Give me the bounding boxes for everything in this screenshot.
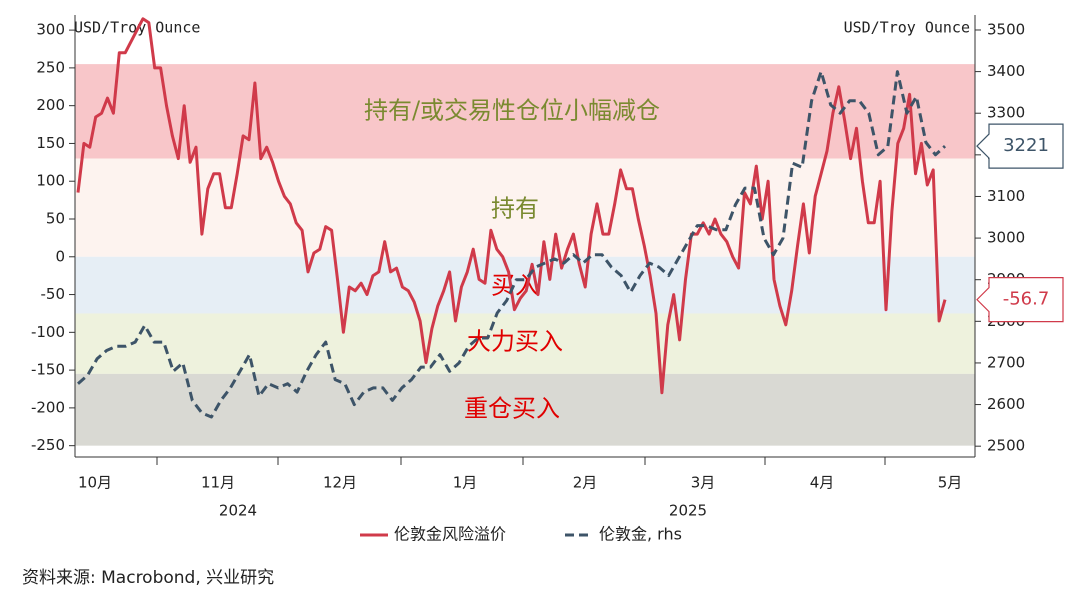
x-tick-label: 4月: [810, 474, 835, 492]
y-tick-label: 150: [36, 134, 65, 152]
y-tick-label: -100: [31, 323, 65, 341]
y-tick-label: 50: [46, 210, 65, 228]
y2-tick-label: 2700: [987, 353, 1025, 371]
legend-label: 伦敦金风险溢价: [394, 525, 506, 544]
y-tick-label: 200: [36, 96, 65, 114]
y2-tick-label: 3400: [987, 62, 1025, 80]
y-tick-label: -200: [31, 398, 65, 416]
y2-tick-label: 2600: [987, 395, 1025, 413]
band: [75, 313, 975, 374]
x-tick-label: 10月: [78, 474, 112, 492]
legend-label: 伦敦金, rhs: [599, 525, 682, 544]
callout-box: [976, 123, 1064, 169]
callout-label: -56.7: [1003, 289, 1050, 310]
band-label: 重仓买入: [464, 395, 560, 423]
callout: 3221: [976, 123, 1064, 169]
y-tick-label: 300: [36, 21, 65, 39]
y2-tick-label: 3100: [987, 187, 1025, 205]
source: 资料来源: Macrobond, 兴业研究: [22, 568, 274, 588]
band-label: 持有/或交易性仓位小幅减仓: [364, 97, 660, 125]
y-tick-label: -250: [31, 436, 65, 454]
band-label: 大力买入: [467, 328, 563, 356]
y-tick-label: 100: [36, 172, 65, 190]
x-tick-label: 12月: [323, 474, 357, 492]
year-label: 2025: [669, 502, 707, 520]
y-tick-label: -150: [31, 361, 65, 379]
band-label: 持有: [491, 195, 539, 223]
x-tick-label: 2月: [573, 474, 598, 492]
y2-tick-label: 2500: [987, 437, 1025, 455]
y2-axis-label: USD/Troy Ounce: [844, 19, 970, 37]
band-label: 买入: [491, 272, 539, 300]
line-series: [77, 70, 947, 419]
callout-label: 3221: [1003, 135, 1049, 156]
band: [75, 256, 975, 314]
x-tick-label: 1月: [453, 474, 478, 492]
y2-tick-label: 3000: [987, 229, 1025, 247]
x-tick-label: 3月: [691, 474, 716, 492]
callout: -56.7: [976, 277, 1064, 323]
y2-tick-label: 3500: [987, 20, 1025, 38]
callout-box: [976, 277, 1064, 323]
y-tick-label: 250: [36, 58, 65, 76]
y-tick-label: 0: [55, 247, 65, 265]
y-tick-label: -50: [41, 285, 66, 303]
year-label: 2024: [219, 502, 257, 520]
x-tick-label: 5月: [938, 474, 963, 492]
y2-tick-label: 3300: [987, 104, 1025, 122]
band: [75, 373, 975, 446]
x-tick-label: 11月: [201, 474, 235, 492]
